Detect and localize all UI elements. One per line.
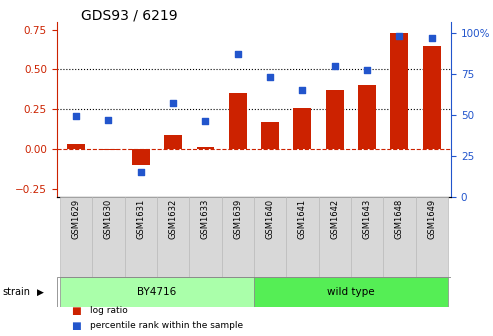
Bar [261, 122, 279, 149]
Bar [351, 197, 383, 277]
Text: GSM1648: GSM1648 [395, 199, 404, 239]
Text: GSM1642: GSM1642 [330, 199, 339, 239]
Bar [125, 197, 157, 277]
Text: GSM1631: GSM1631 [136, 199, 145, 239]
Bar [67, 144, 85, 149]
Bar [92, 197, 125, 277]
Text: GSM1639: GSM1639 [233, 199, 242, 239]
Point [331, 63, 339, 68]
Bar [132, 149, 150, 165]
Bar [326, 90, 344, 149]
Text: strain: strain [2, 287, 31, 297]
Point [105, 117, 112, 122]
Bar [60, 197, 92, 277]
Bar [390, 33, 408, 149]
Bar [221, 197, 254, 277]
Text: GSM1649: GSM1649 [427, 199, 436, 239]
Bar [157, 197, 189, 277]
Bar [229, 93, 246, 149]
Bar [100, 149, 117, 151]
Text: ■: ■ [71, 306, 81, 316]
Text: GSM1643: GSM1643 [362, 199, 372, 239]
Point [395, 33, 403, 39]
Text: GSM1632: GSM1632 [169, 199, 177, 239]
Bar [318, 197, 351, 277]
Bar [189, 197, 221, 277]
Bar [254, 197, 286, 277]
Bar [60, 277, 254, 307]
Text: wild type: wild type [327, 287, 375, 297]
Text: GSM1629: GSM1629 [71, 199, 80, 239]
Text: percentile rank within the sample: percentile rank within the sample [90, 322, 244, 330]
Text: GSM1641: GSM1641 [298, 199, 307, 239]
Text: GSM1640: GSM1640 [266, 199, 275, 239]
Bar [358, 85, 376, 149]
Point [72, 114, 80, 119]
Point [298, 87, 306, 93]
Point [169, 100, 177, 106]
Bar [293, 108, 311, 149]
Text: BY4716: BY4716 [137, 287, 176, 297]
Bar [383, 197, 416, 277]
Point [137, 169, 144, 175]
Bar [197, 147, 214, 149]
Text: GDS93 / 6219: GDS93 / 6219 [81, 8, 178, 23]
Bar [164, 135, 182, 149]
Point [428, 35, 436, 40]
Text: ■: ■ [71, 321, 81, 331]
Bar [416, 197, 448, 277]
Text: GSM1633: GSM1633 [201, 199, 210, 239]
Bar [286, 197, 318, 277]
Bar [423, 46, 441, 149]
Point [363, 68, 371, 73]
Point [202, 119, 210, 124]
Bar [254, 277, 448, 307]
Point [234, 51, 242, 57]
Text: log ratio: log ratio [90, 306, 128, 315]
Text: GSM1630: GSM1630 [104, 199, 113, 239]
Point [266, 74, 274, 80]
Text: ▶: ▶ [37, 288, 44, 297]
